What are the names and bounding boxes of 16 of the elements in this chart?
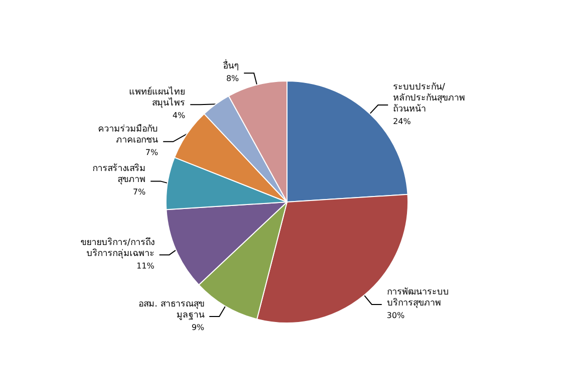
slice-label: ขยายบริการ/การถึง บริการกลุ่มเฉพาะ	[80, 236, 154, 259]
data-label: 7%	[145, 148, 159, 158]
data-label: 24%	[393, 117, 412, 126]
data-label: 9%	[192, 322, 205, 332]
slice-label: ระบบประกัน/ หลักประกันสุขภาพ ถ้วนหน้า	[393, 82, 466, 115]
data-label: 30%	[386, 310, 405, 320]
slice-label: ความร่วมมือกับ ภาคเอกชน	[98, 124, 158, 146]
slice-label: อสม. สาธารณสุข มูลฐาน	[138, 299, 204, 320]
data-label: 11%	[136, 261, 155, 270]
slice-label: การสร้างเสริม สุขภาพ	[92, 163, 146, 186]
slice-label: การพัฒนาระบบ บริการสุขภาพ	[386, 287, 449, 308]
data-label: 4%	[172, 111, 186, 120]
slice-label: อื่นๆ	[222, 58, 239, 72]
slice-label: แพทย์แผนไทย สมุนไพร	[129, 86, 186, 109]
data-label: 8%	[226, 74, 240, 84]
data-label: 7%	[132, 188, 146, 197]
